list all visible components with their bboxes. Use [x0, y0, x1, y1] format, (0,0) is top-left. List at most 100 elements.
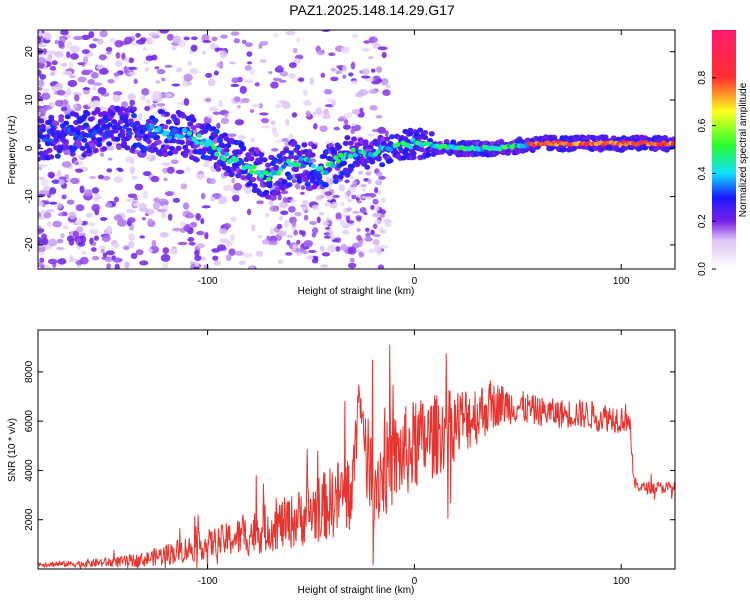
spectrogram-noise-cell [125, 156, 135, 163]
spectrogram-noise-cell [38, 225, 42, 229]
spectrogram-noise-cell [117, 168, 124, 173]
spectrogram-noise-cell [187, 61, 192, 66]
spectrogram-noise-cell [335, 245, 341, 252]
spectrogram-ridge-cell [374, 141, 381, 147]
spectrogram-noise-cell [48, 187, 57, 195]
spectrogram-ridge-core-cell [258, 173, 264, 179]
spectrogram-noise-cell [283, 220, 290, 228]
spectrogram-noise-cell [320, 264, 329, 268]
spectrogram-ridge-core-cell [171, 127, 178, 133]
spectrogram-ridge-cell [96, 137, 103, 143]
spectrogram-noise-cell [286, 239, 291, 246]
spectrogram-noise-cell [156, 103, 166, 107]
spectrogram-ridge-core-cell [266, 176, 272, 182]
colorbar-tick-label: 0.0 [697, 262, 708, 276]
spectrogram-noise-cell [309, 220, 317, 226]
spectrogram-noise-cell [384, 221, 392, 228]
spectrogram-ridge-core-cell [87, 133, 93, 138]
spectrogram-noise-cell [324, 104, 335, 108]
spectrogram-noise-cell [214, 47, 224, 51]
spectrogram-ridge-cell [561, 146, 568, 153]
spectrogram-noise-cell [231, 177, 236, 184]
spectrogram-noise-cell [376, 171, 383, 177]
spectrogram-noise-cell [38, 57, 46, 64]
spectrogram-noise-cell [335, 212, 342, 221]
spectrogram-noise-cell [278, 79, 287, 83]
spectrogram-noise-cell [311, 204, 320, 211]
spectrogram-ridge-core-cell [348, 153, 354, 159]
spectrogram-ridge-cell [590, 134, 597, 141]
spectrogram-ridge-cell [155, 139, 162, 145]
spectrogram-noise-cell [272, 77, 282, 81]
spectrogram-ridge-cell [243, 156, 250, 163]
spectrogram-noise-cell [348, 72, 354, 77]
spectrogram-ridge-cell [119, 132, 126, 138]
spectrogram-noise-cell [160, 253, 171, 262]
spectrogram-ridge-cell [304, 181, 311, 187]
spectrogram-image [38, 30, 675, 269]
spectrogram-ridge-cell [92, 147, 99, 154]
spectrogram-ridge-cell [309, 152, 316, 158]
spectrogram-y-axis: -20 -10 0 10 20 [24, 46, 675, 252]
spectrogram-noise-cell [38, 44, 47, 48]
spectrogram-noise-cell [67, 41, 73, 50]
spectrogram-ridge-core-cell [109, 129, 116, 135]
spectrogram-noise-cell [96, 65, 103, 70]
spectrogram-ridge-core-cell [124, 122, 130, 128]
spectrogram-ridge-core-cell [263, 170, 269, 176]
spectrogram-ridge-cell [58, 114, 65, 120]
spectrogram-noise-cell [282, 198, 290, 204]
spectrogram-ridge-cell [86, 147, 93, 154]
spectrogram-noise-cell [182, 202, 190, 210]
spectrogram-noise-cell [49, 65, 57, 71]
spectrogram-noise-cell [142, 190, 149, 199]
spectrogram-noise-cell [311, 232, 317, 237]
spectrogram-ridge-cell [54, 153, 61, 159]
spectrogram-noise-cell [93, 235, 99, 241]
spectrogram-noise-cell [207, 78, 216, 87]
spectrogram-noise-cell [359, 107, 364, 113]
spectrogram-ridge-cell [190, 117, 197, 123]
spectrogram-noise-cell [316, 216, 321, 224]
spectrogram-noise-cell [346, 220, 355, 224]
spectrogram-noise-cell [79, 232, 86, 236]
spectrogram-noise-cell [57, 258, 67, 265]
spectrogram-noise-cell [211, 36, 218, 42]
spectrogram-noise-cell [146, 37, 154, 45]
spectrogram-ridge-cell [303, 176, 310, 182]
spectrogram-x-label: Height of straight line (km) [298, 286, 415, 297]
spectrogram-noise-cell [277, 259, 284, 264]
spectrogram-noise-cell [280, 210, 289, 216]
spectrogram-noise-cell [128, 57, 135, 64]
spectrogram-noise-cell [350, 61, 356, 70]
spectrogram-noise-cell [291, 248, 298, 253]
spectrogram-noise-cell [323, 235, 332, 239]
spectrogram-noise-cell [187, 213, 195, 219]
spectrogram-noise-cell [39, 257, 45, 264]
spectrogram-noise-cell [207, 178, 216, 185]
spectrogram-noise-cell [195, 213, 202, 221]
spectrogram-ridge-cell [49, 127, 56, 133]
spectrogram-noise-cell [351, 122, 357, 127]
spectrogram-noise-cell [83, 189, 93, 197]
spectrogram-ridge-cell [144, 105, 151, 112]
spectrogram-noise-cell [303, 214, 309, 221]
spectrogram-noise-cell [300, 191, 305, 196]
spectrogram-noise-cell [43, 244, 53, 250]
spectrogram-noise-cell [295, 37, 301, 43]
spectrogram-ridge-cell [38, 118, 45, 124]
spectrogram-noise-cell [43, 265, 50, 269]
spectrogram-noise-cell [306, 243, 313, 247]
spectrogram-noise-cell [380, 77, 389, 86]
spectrogram-noise-cell [367, 196, 372, 201]
spectrogram-ridge-core-cell [201, 138, 207, 143]
spectrogram-noise-cell [276, 64, 283, 71]
spectrogram-noise-cell [342, 124, 351, 130]
spectrogram-noise-cell [293, 229, 298, 236]
spectrogram-ridge-cell [418, 147, 425, 153]
spectrogram-noise-cell [277, 230, 285, 237]
spectrogram-ridge-core-cell [246, 164, 252, 170]
spectrogram-noise-cell [47, 238, 58, 247]
spectrogram-noise-cell [300, 185, 306, 190]
spectrogram-noise-cell [42, 185, 51, 192]
